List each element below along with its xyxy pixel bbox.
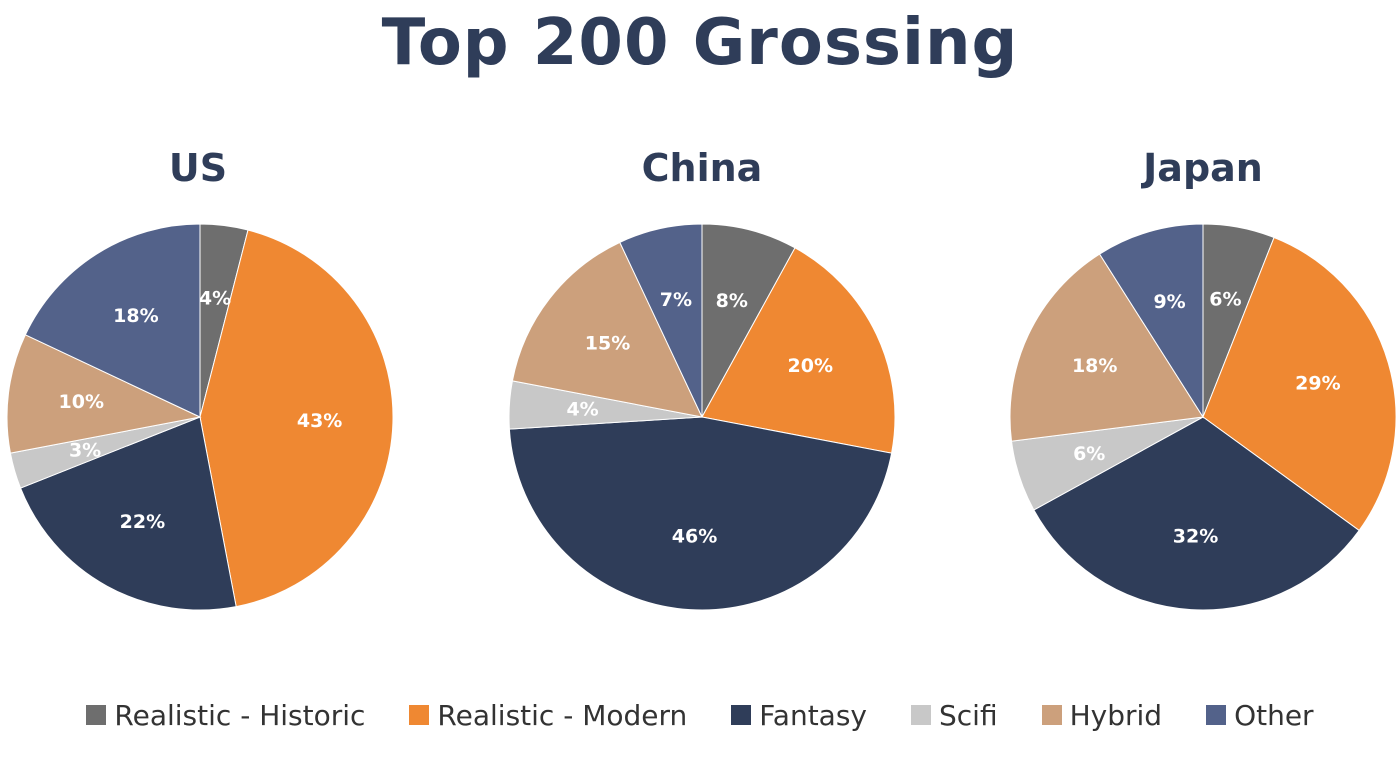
chart-title-japan: Japan <box>1143 146 1263 190</box>
legend-item-hybrid: Hybrid <box>1041 698 1163 732</box>
legend-swatch <box>409 705 430 725</box>
slice-label-hybrid: 15% <box>585 333 630 355</box>
pie-slice-realistic-modern <box>199 229 394 608</box>
slice-label-realistic-historic: 8% <box>716 290 748 312</box>
chart-title-china: China <box>641 146 763 190</box>
pie-chart-japan: 6% 29% 32% 6% 18% 9% <box>1009 223 1397 611</box>
legend-label: Scifi <box>939 698 998 732</box>
pie-slice-other <box>24 223 201 418</box>
pie-slice-fantasy <box>19 416 237 611</box>
legend-label: Realistic - Modern <box>437 698 688 732</box>
pie-slice-fantasy <box>508 416 893 611</box>
pie-slice-hybrid <box>511 241 703 418</box>
legend-item-other: Other <box>1206 699 1314 732</box>
legend-swatch <box>86 705 107 725</box>
slice-label-fantasy: 46% <box>672 525 717 547</box>
chart-title-us: US <box>168 146 228 190</box>
slice-label-other: 9% <box>1153 291 1185 313</box>
slice-label-hybrid: 10% <box>59 391 104 413</box>
slice-label-fantasy: 32% <box>1173 525 1218 547</box>
slice-label-hybrid: 18% <box>1072 355 1117 377</box>
legend-label: Hybrid <box>1069 698 1163 732</box>
pie-slice-realistic-modern <box>1202 236 1397 532</box>
legend-item-realistic-modern: Realistic - Modern <box>409 699 687 732</box>
slice-label-scifi: 4% <box>566 399 598 421</box>
legend-label: Realistic - Historic <box>114 698 366 732</box>
pie-slice-hybrid <box>1009 253 1204 442</box>
legend-label: Other <box>1234 698 1314 732</box>
pie-chart-china: 8% 20% 46% 4% 15% 7% <box>508 223 896 611</box>
slice-label-realistic-historic: 4% <box>199 287 231 309</box>
legend: Realistic - Historic Realistic - Modern … <box>0 695 1400 735</box>
pie-slice-hybrid <box>6 334 202 454</box>
pie-slice-realistic-modern <box>701 247 896 454</box>
slice-label-realistic-modern: 20% <box>788 355 833 377</box>
pie-slice-fantasy <box>1033 416 1360 611</box>
page-title: Top 200 Grossing <box>381 6 1019 80</box>
slice-label-fantasy: 22% <box>120 511 165 533</box>
legend-item-scifi: Scifi <box>911 699 998 732</box>
slice-label-scifi: 6% <box>1073 443 1105 465</box>
legend-swatch <box>1041 705 1062 725</box>
slice-label-other: 7% <box>660 289 692 311</box>
legend-item-realistic-historic: Realistic - Historic <box>86 699 365 732</box>
legend-swatch <box>1206 705 1227 725</box>
pie-slice-other <box>619 223 703 418</box>
legend-item-fantasy: Fantasy <box>731 699 867 732</box>
pie-slice-other <box>1098 223 1204 419</box>
slice-label-realistic-historic: 6% <box>1209 289 1241 311</box>
pie-slice-realistic-historic <box>701 223 796 418</box>
slice-label-realistic-modern: 29% <box>1295 373 1340 395</box>
legend-swatch <box>911 705 931 725</box>
pie-chart-us: 4% 43% 22% 3% 10% 18% <box>6 223 394 611</box>
slice-label-other: 18% <box>113 305 158 327</box>
legend-swatch <box>731 705 752 725</box>
legend-label: Fantasy <box>759 698 867 732</box>
slice-label-realistic-modern: 43% <box>297 410 342 432</box>
slice-label-scifi: 3% <box>69 439 101 461</box>
